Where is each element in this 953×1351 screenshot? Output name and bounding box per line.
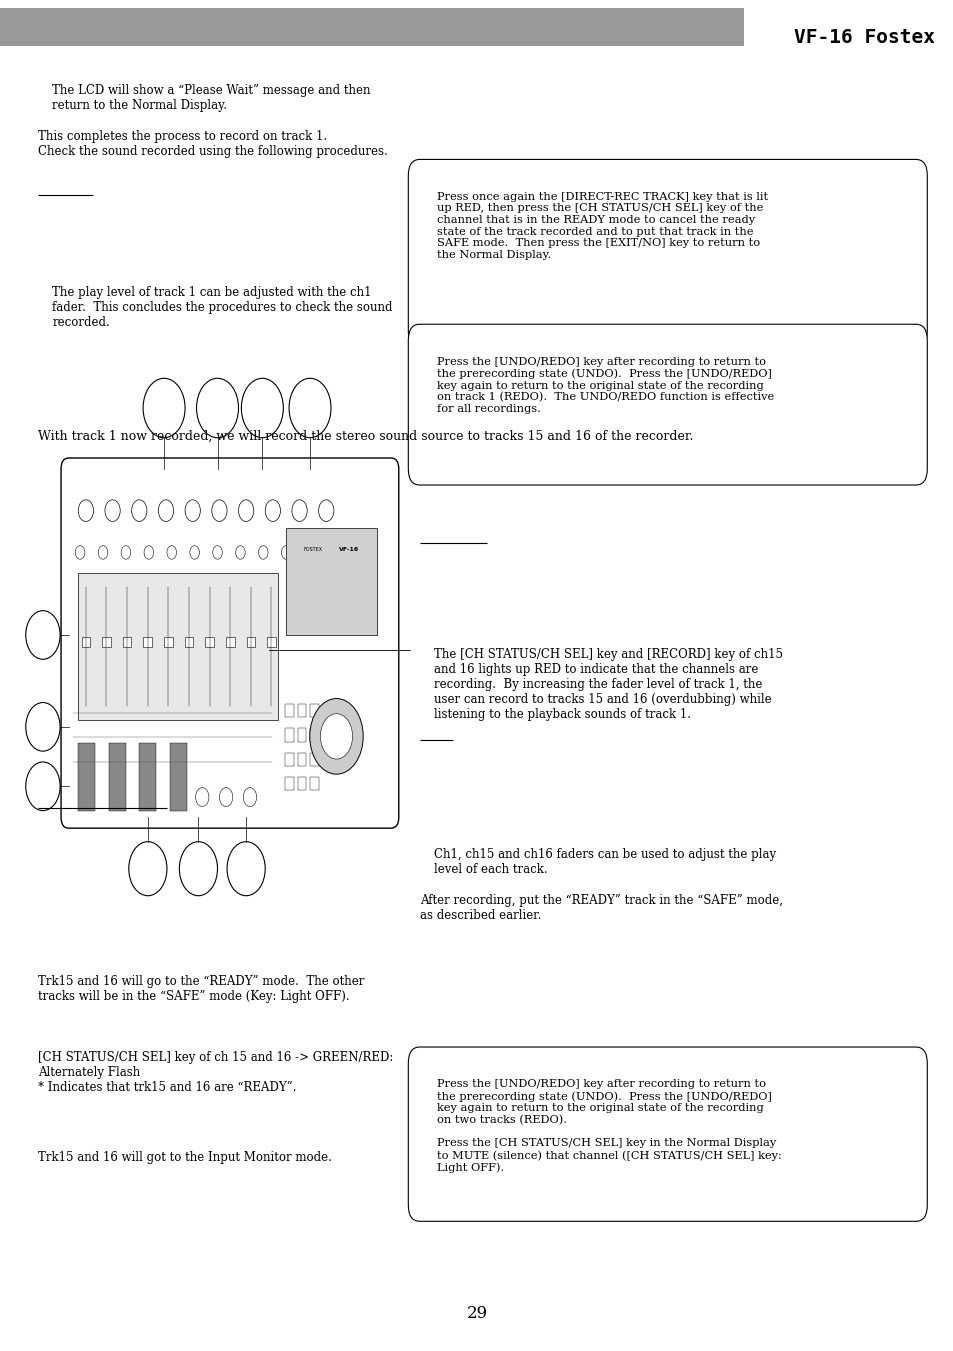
Circle shape xyxy=(292,500,307,521)
Text: [CH STATUS/CH SEL] key of ch 15 and 16 -> GREEN/RED:
Alternately Flash
* Indicat: [CH STATUS/CH SEL] key of ch 15 and 16 -… xyxy=(38,1051,394,1094)
Circle shape xyxy=(143,378,185,438)
Circle shape xyxy=(121,546,131,559)
Circle shape xyxy=(318,500,334,521)
Circle shape xyxy=(265,500,280,521)
Bar xyxy=(285,777,294,790)
Circle shape xyxy=(241,378,283,438)
Circle shape xyxy=(132,500,147,521)
Circle shape xyxy=(129,842,167,896)
Circle shape xyxy=(235,546,245,559)
Circle shape xyxy=(281,546,291,559)
Circle shape xyxy=(26,703,60,751)
Bar xyxy=(78,743,95,811)
Bar xyxy=(285,728,294,742)
Text: Press the [UNDO/REDO] key after recording to return to
the prerecording state (U: Press the [UNDO/REDO] key after recordin… xyxy=(436,357,774,415)
FancyBboxPatch shape xyxy=(61,458,398,828)
Bar xyxy=(310,753,318,766)
Circle shape xyxy=(26,762,60,811)
Circle shape xyxy=(243,788,256,807)
Bar xyxy=(310,704,318,717)
Circle shape xyxy=(212,500,227,521)
Bar xyxy=(297,777,306,790)
Text: Press once again the [DIRECT-REC TRACK] key that is lit
up RED, then press the [: Press once again the [DIRECT-REC TRACK] … xyxy=(436,192,767,259)
Circle shape xyxy=(213,546,222,559)
FancyBboxPatch shape xyxy=(408,159,926,347)
Circle shape xyxy=(105,500,120,521)
Circle shape xyxy=(310,698,363,774)
Bar xyxy=(109,743,126,811)
Text: VF-16 Fostex: VF-16 Fostex xyxy=(793,28,934,47)
Circle shape xyxy=(219,788,233,807)
Text: The [CH STATUS/CH SEL] key and [RECORD] key of ch15
and 16 lights up RED to indi: The [CH STATUS/CH SEL] key and [RECORD] … xyxy=(434,648,782,721)
Bar xyxy=(226,638,234,647)
Bar xyxy=(164,638,172,647)
Bar xyxy=(139,743,156,811)
Bar xyxy=(170,743,187,811)
Circle shape xyxy=(289,378,331,438)
Circle shape xyxy=(167,546,176,559)
Circle shape xyxy=(227,842,265,896)
Bar xyxy=(123,638,132,647)
FancyBboxPatch shape xyxy=(0,8,743,46)
Text: With track 1 now recorded, we will record the stereo sound source to tracks 15 a: With track 1 now recorded, we will recor… xyxy=(38,430,693,443)
Circle shape xyxy=(185,500,200,521)
Circle shape xyxy=(304,546,314,559)
Bar xyxy=(267,638,275,647)
Circle shape xyxy=(190,546,199,559)
Bar xyxy=(286,528,376,635)
Text: The play level of track 1 can be adjusted with the ch1
fader.  This concludes th: The play level of track 1 can be adjuste… xyxy=(52,286,393,330)
Text: 29: 29 xyxy=(466,1305,487,1321)
Circle shape xyxy=(26,611,60,659)
Circle shape xyxy=(327,546,336,559)
Bar xyxy=(285,753,294,766)
Circle shape xyxy=(195,788,209,807)
Bar xyxy=(205,638,213,647)
Circle shape xyxy=(238,500,253,521)
Circle shape xyxy=(75,546,85,559)
Circle shape xyxy=(196,378,238,438)
Bar xyxy=(81,638,90,647)
Bar xyxy=(310,777,318,790)
Circle shape xyxy=(258,546,268,559)
FancyBboxPatch shape xyxy=(408,324,926,485)
Circle shape xyxy=(78,500,93,521)
Text: VF-16: VF-16 xyxy=(339,547,359,551)
Bar xyxy=(78,573,278,720)
Bar xyxy=(310,728,318,742)
Bar xyxy=(102,638,111,647)
Circle shape xyxy=(158,500,173,521)
Text: Trk15 and 16 will got to the Input Monitor mode.: Trk15 and 16 will got to the Input Monit… xyxy=(38,1151,332,1165)
Bar xyxy=(285,704,294,717)
Text: FOSTEX: FOSTEX xyxy=(303,547,323,551)
Circle shape xyxy=(98,546,108,559)
Text: Ch1, ch15 and ch16 faders can be used to adjust the play
level of each track.: Ch1, ch15 and ch16 faders can be used to… xyxy=(434,848,776,877)
Text: Press the [UNDO/REDO] key after recording to return to
the prerecording state (U: Press the [UNDO/REDO] key after recordin… xyxy=(436,1079,781,1173)
Bar xyxy=(297,728,306,742)
Circle shape xyxy=(144,546,153,559)
Bar xyxy=(297,753,306,766)
Circle shape xyxy=(320,713,353,759)
Text: Trk15 and 16 will go to the “READY” mode.  The other
tracks will be in the “SAFE: Trk15 and 16 will go to the “READY” mode… xyxy=(38,975,364,1004)
Circle shape xyxy=(179,842,217,896)
Text: This completes the process to record on track 1.
Check the sound recorded using : This completes the process to record on … xyxy=(38,130,388,158)
Text: After recording, put the “READY” track in the “SAFE” mode,
as described earlier.: After recording, put the “READY” track i… xyxy=(419,894,782,923)
Text: The LCD will show a “Please Wait” message and then
return to the Normal Display.: The LCD will show a “Please Wait” messag… xyxy=(52,84,371,112)
Bar xyxy=(246,638,254,647)
Bar xyxy=(143,638,152,647)
FancyBboxPatch shape xyxy=(408,1047,926,1221)
Bar xyxy=(185,638,193,647)
Bar xyxy=(297,704,306,717)
